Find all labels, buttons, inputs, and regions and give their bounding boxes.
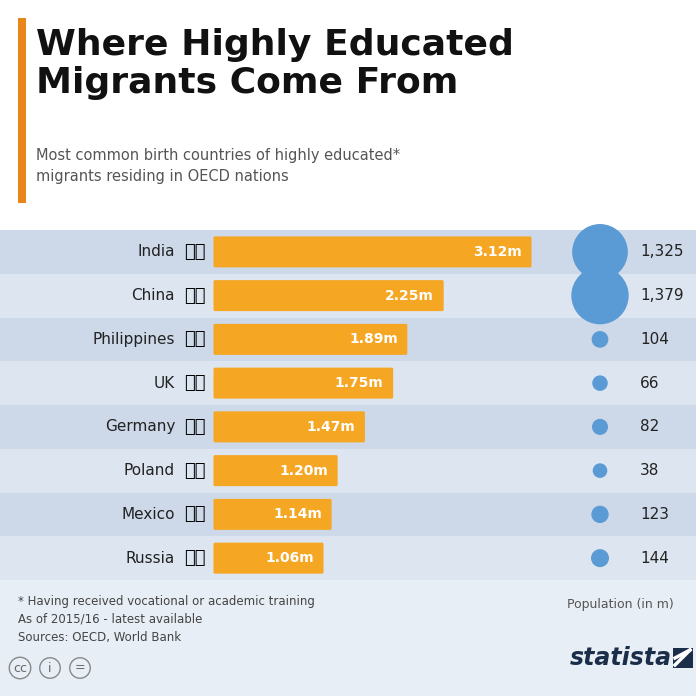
Text: China: China — [132, 288, 175, 303]
Text: 38: 38 — [640, 463, 659, 478]
Text: Germany: Germany — [104, 420, 175, 434]
Bar — [0, 274, 696, 317]
Text: 1.06m: 1.06m — [265, 551, 314, 565]
Bar — [0, 230, 696, 274]
Text: =: = — [74, 661, 86, 674]
Circle shape — [572, 268, 628, 324]
Circle shape — [594, 464, 607, 477]
Text: Philippines: Philippines — [93, 332, 175, 347]
Text: 1,325: 1,325 — [640, 244, 683, 260]
Text: 1.20m: 1.20m — [279, 464, 328, 477]
Text: 2.25m: 2.25m — [386, 289, 434, 303]
FancyBboxPatch shape — [214, 455, 338, 486]
Circle shape — [593, 420, 608, 434]
FancyBboxPatch shape — [214, 237, 532, 267]
Text: India: India — [138, 244, 175, 260]
Text: Russia: Russia — [126, 551, 175, 566]
Circle shape — [592, 550, 608, 567]
FancyBboxPatch shape — [214, 543, 324, 574]
Text: 1.47m: 1.47m — [307, 420, 356, 434]
Bar — [0, 405, 696, 449]
Text: * Having received vocational or academic training: * Having received vocational or academic… — [18, 595, 315, 608]
FancyBboxPatch shape — [214, 324, 407, 355]
Bar — [0, 449, 696, 493]
Text: 1.89m: 1.89m — [349, 333, 398, 347]
FancyBboxPatch shape — [214, 499, 331, 530]
Text: 🇷🇺: 🇷🇺 — [184, 549, 206, 567]
Text: cc: cc — [13, 661, 27, 674]
Circle shape — [593, 376, 607, 390]
Circle shape — [592, 507, 608, 522]
Text: Poland: Poland — [124, 463, 175, 478]
Text: Mexico: Mexico — [122, 507, 175, 522]
Text: 🇩🇪: 🇩🇪 — [184, 418, 206, 436]
Text: Where Highly Educated
Migrants Come From: Where Highly Educated Migrants Come From — [36, 28, 514, 100]
Bar — [0, 536, 696, 580]
Text: 🇵🇱: 🇵🇱 — [184, 461, 206, 480]
FancyBboxPatch shape — [214, 411, 365, 443]
Text: 🇮🇳: 🇮🇳 — [184, 243, 206, 261]
Text: UK: UK — [154, 376, 175, 390]
Text: As of 2015/16 - latest available: As of 2015/16 - latest available — [18, 613, 203, 626]
Bar — [18, 18, 26, 203]
Text: 🇬🇧: 🇬🇧 — [184, 374, 206, 392]
Text: 1.75m: 1.75m — [335, 376, 383, 390]
Text: 3.12m: 3.12m — [473, 245, 522, 259]
FancyBboxPatch shape — [214, 280, 443, 311]
Text: Most common birth countries of highly educated*
migrants residing in OECD nation: Most common birth countries of highly ed… — [36, 148, 400, 184]
Circle shape — [573, 225, 627, 279]
Text: i: i — [48, 661, 52, 674]
Text: 🇲🇽: 🇲🇽 — [184, 505, 206, 523]
Bar — [673, 648, 693, 668]
Text: 1.14m: 1.14m — [274, 507, 322, 521]
Text: 144: 144 — [640, 551, 669, 566]
Text: 82: 82 — [640, 420, 659, 434]
Bar — [0, 361, 696, 405]
Bar — [0, 0, 696, 230]
Text: Population (in m): Population (in m) — [567, 598, 673, 611]
Text: Sources: OECD, World Bank: Sources: OECD, World Bank — [18, 631, 181, 644]
FancyBboxPatch shape — [214, 367, 393, 399]
Text: 🇵🇭: 🇵🇭 — [184, 331, 206, 349]
Text: 66: 66 — [640, 376, 660, 390]
Bar — [0, 493, 696, 536]
Text: 104: 104 — [640, 332, 669, 347]
Text: 123: 123 — [640, 507, 669, 522]
Circle shape — [592, 332, 608, 347]
Text: 🇨🇳: 🇨🇳 — [184, 287, 206, 305]
Bar — [0, 317, 696, 361]
Text: statista: statista — [570, 646, 672, 670]
Text: 1,379: 1,379 — [640, 288, 683, 303]
